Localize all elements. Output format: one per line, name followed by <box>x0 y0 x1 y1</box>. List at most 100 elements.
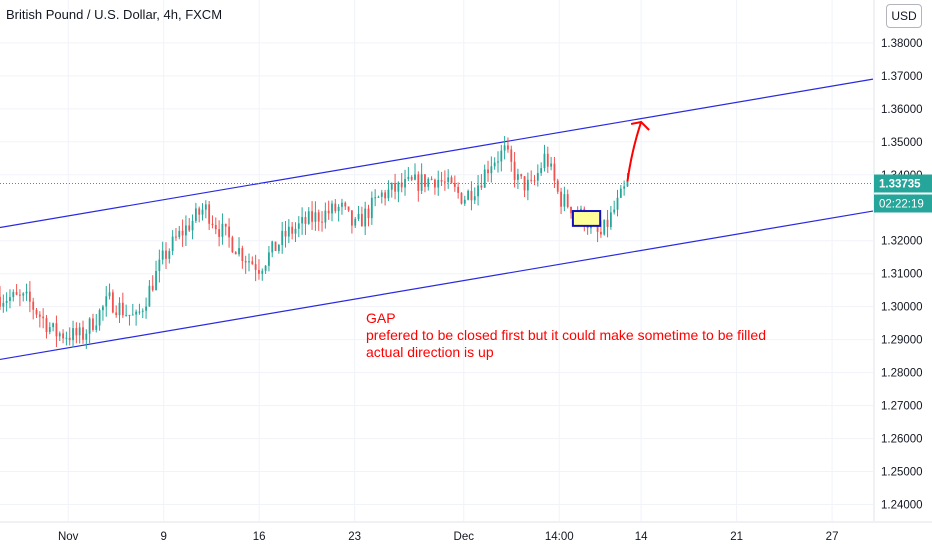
candle-body <box>360 213 363 227</box>
price-tick-label: 1.35000 <box>881 137 923 149</box>
candle-body <box>410 176 413 180</box>
candle-body <box>457 186 460 193</box>
candle-body <box>251 261 254 265</box>
arrow-shaft[interactable] <box>626 121 643 182</box>
candle-body <box>417 174 420 191</box>
candle-body <box>181 230 184 236</box>
candle-body <box>287 226 290 237</box>
candle-body <box>185 225 187 236</box>
candle-body <box>35 309 38 315</box>
candle-body <box>218 229 221 237</box>
price-tick-label: 1.36000 <box>881 104 923 116</box>
countdown-label: 02:22:19 <box>879 199 924 211</box>
price-tick-label: 1.37000 <box>881 71 923 83</box>
candle-body <box>68 337 71 341</box>
projection-arrow[interactable] <box>626 120 650 182</box>
candle-body <box>347 206 350 211</box>
candle-body <box>151 285 154 291</box>
candle-body <box>357 213 360 219</box>
candle-body <box>55 323 58 337</box>
channel-lower-line[interactable] <box>0 210 874 361</box>
price-tick-label: 1.30000 <box>881 302 923 314</box>
symbol-title: British Pound / U.S. Dollar, 4h, FXCM <box>6 7 223 22</box>
candle-body <box>135 311 138 315</box>
candle-body <box>204 204 207 210</box>
last-price-label: 1.33735 <box>879 179 921 191</box>
candle-body <box>141 310 144 312</box>
candle-body <box>228 226 230 238</box>
grid <box>0 0 873 521</box>
candle-body <box>297 223 300 229</box>
time-tick-label: 14 <box>635 531 648 543</box>
candle-body <box>32 301 35 310</box>
candle-body <box>45 318 48 333</box>
candle-body <box>613 209 616 213</box>
currency-button[interactable]: USD <box>886 4 922 28</box>
price-channel[interactable] <box>0 78 874 361</box>
candle-body <box>12 292 15 298</box>
candle-body <box>161 250 164 260</box>
price-scale[interactable]: 1.380001.370001.360001.350001.340001.320… <box>873 0 932 521</box>
candle-body <box>623 186 626 189</box>
candle-body <box>131 314 134 316</box>
candle-body <box>546 153 549 167</box>
candle-body <box>540 168 543 174</box>
candle-body <box>231 237 234 253</box>
channel-upper-line[interactable] <box>0 78 874 229</box>
time-tick-label: Dec <box>454 531 475 543</box>
candle-body <box>108 292 111 297</box>
candle-body <box>42 316 45 319</box>
candle-body <box>115 312 118 316</box>
gap-rectangle[interactable] <box>571 210 602 227</box>
candle-body <box>261 270 264 274</box>
annotation-line[interactable]: prefered to be closed first but it could… <box>366 327 766 343</box>
time-tick-label: 9 <box>160 531 166 543</box>
time-tick-label: Nov <box>58 531 79 543</box>
candle-body <box>566 194 569 207</box>
candle-body <box>211 223 214 226</box>
candle-body <box>420 174 423 191</box>
candle-body <box>603 219 606 235</box>
candle-body <box>88 318 91 334</box>
candle-body <box>78 327 81 336</box>
candle-body <box>370 197 373 219</box>
candle-body <box>198 208 201 215</box>
last-price-badge[interactable] <box>874 174 932 193</box>
candle-body <box>268 252 270 266</box>
candle-body <box>437 179 440 188</box>
candle-body <box>171 236 174 252</box>
candle-body <box>145 306 147 311</box>
candle-body <box>98 310 101 326</box>
candle-body <box>407 176 410 179</box>
time-scale[interactable]: Nov 9 16 23 Dec 14:00 14 21 27 <box>0 521 932 543</box>
candle-body <box>367 208 370 219</box>
price-tick-label: 1.38000 <box>881 38 923 50</box>
candle-body <box>125 314 128 316</box>
candle-body <box>483 169 486 188</box>
annotation-line[interactable]: GAP <box>366 310 396 326</box>
candle-body <box>92 318 94 330</box>
candle-body <box>523 176 526 191</box>
candle-body <box>304 217 307 224</box>
candle-body <box>82 327 84 340</box>
candle-body <box>274 241 277 251</box>
candle-body <box>75 328 78 336</box>
candle-body <box>400 182 403 188</box>
candle-body <box>626 180 629 187</box>
candle-body <box>536 173 539 181</box>
gap-zone[interactable] <box>571 210 602 227</box>
candle-body <box>384 192 387 199</box>
candle-body <box>178 230 181 238</box>
candle-body <box>503 145 506 151</box>
candle-body <box>19 294 21 296</box>
arrow-head[interactable] <box>630 120 650 131</box>
candle-body <box>334 203 337 212</box>
candle-body <box>463 199 466 204</box>
candle-body <box>570 206 572 214</box>
candle-body <box>15 292 18 295</box>
candle-body <box>490 166 493 174</box>
annotation-line[interactable]: actual direction is up <box>366 344 494 360</box>
